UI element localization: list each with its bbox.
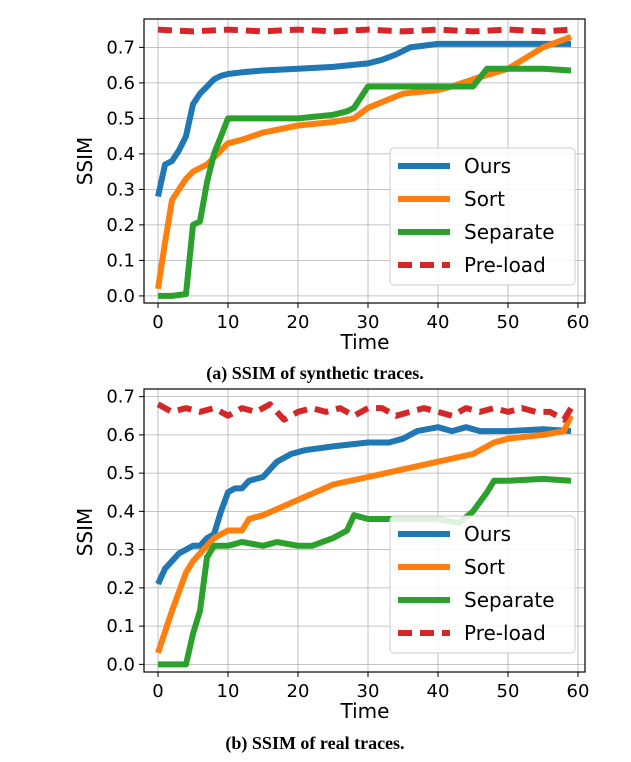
series-line-ours-b (155, 424, 572, 586)
legend-box-b (389, 515, 576, 654)
legend-a: Ours Sort Separate Pre-load (389, 147, 576, 286)
y-axis-label-b: SSIM (73, 508, 97, 557)
legend-label-sort: Sort (464, 555, 505, 579)
caption-b: (b) SSIM of real traces. (225, 733, 404, 754)
series-line-pre-load-b (156, 401, 574, 423)
y-axis-label-a: SSIM (73, 137, 97, 186)
panel-b: 0 10 20 30 40 50 60 0.0 0.1 0.2 0.3 0.4 0.5 0.6 0.7 T… (73, 387, 589, 754)
y-tick-label: 0.1 (106, 250, 135, 271)
x-tick-label: 10 (217, 681, 240, 702)
x-tick-label: 30 (357, 312, 380, 333)
y-tick-label: 0.7 (106, 387, 135, 408)
series-line-separate-b (158, 475, 572, 668)
x-ticks-a: 0 10 20 30 40 50 60 (152, 303, 589, 333)
y-tick-label: 0.4 (106, 144, 135, 165)
y-tick-label: 0.3 (106, 179, 135, 200)
x-tick-label: 40 (427, 312, 450, 333)
x-ticks-b: 0 10 20 30 40 50 60 (152, 672, 589, 702)
x-axis-label-b: Time (340, 699, 390, 723)
y-ticks-a: 0.0 0.1 0.2 0.3 0.4 0.5 0.6 0.7 (106, 37, 144, 307)
x-tick-label: 60 (567, 681, 590, 702)
x-tick-label: 20 (287, 312, 310, 333)
y-tick-label: 0.7 (106, 37, 135, 58)
y-tick-label: 0.6 (106, 425, 135, 446)
y-tick-label: 0.5 (106, 463, 135, 484)
series-line-separate-a (158, 65, 572, 299)
x-tick-label: 0 (152, 312, 163, 333)
x-tick-label: 60 (567, 312, 590, 333)
y-tick-label: 0.6 (106, 73, 135, 94)
plot-frame-b (143, 388, 586, 673)
x-tick-label: 40 (427, 681, 450, 702)
x-tick-label: 50 (497, 681, 520, 702)
legend-label-ours: Ours (464, 522, 511, 546)
plot-frame-a (143, 18, 586, 304)
x-tick-label: 20 (287, 681, 310, 702)
series-line-pre-load-a (157, 26, 572, 35)
legend-label-ours: Ours (464, 154, 511, 178)
y-ticks-b: 0.0 0.1 0.2 0.3 0.4 0.5 0.6 0.7 (106, 387, 144, 675)
legend-label-separate: Separate (464, 588, 555, 612)
y-tick-label: 0.5 (106, 108, 135, 129)
legend-label-separate: Separate (464, 220, 555, 244)
legend-label-pre-load: Pre-load (464, 253, 546, 277)
series-lines-b (155, 401, 574, 668)
legend-box-a (389, 147, 576, 286)
series-line-ours-a (155, 40, 571, 198)
x-tick-label: 50 (497, 312, 520, 333)
y-tick-label: 0.2 (106, 578, 135, 599)
y-tick-label: 0.0 (106, 654, 135, 675)
y-tick-label: 0.2 (106, 215, 135, 236)
y-tick-label: 0.1 (106, 616, 135, 637)
series-line-sort-b (155, 414, 574, 654)
series-lines-a (155, 26, 573, 299)
panel-a: 0 10 20 30 40 50 60 0.0 0.1 0.2 0.3 0.4 0.5 0.6 0.7 T… (73, 18, 589, 384)
y-tick-label: 0.0 (106, 286, 135, 307)
x-tick-label: 30 (357, 681, 380, 702)
y-tick-label: 0.4 (106, 501, 135, 522)
x-tick-label: 10 (217, 312, 240, 333)
legend-label-pre-load: Pre-load (464, 621, 546, 645)
legend-b: Ours Sort Separate Pre-load (389, 515, 576, 654)
x-axis-label-a: Time (340, 330, 390, 354)
caption-a: (a) SSIM of synthetic traces. (206, 363, 423, 384)
legend-label-sort: Sort (464, 187, 505, 211)
y-tick-label: 0.3 (106, 540, 135, 561)
x-tick-label: 0 (152, 681, 163, 702)
